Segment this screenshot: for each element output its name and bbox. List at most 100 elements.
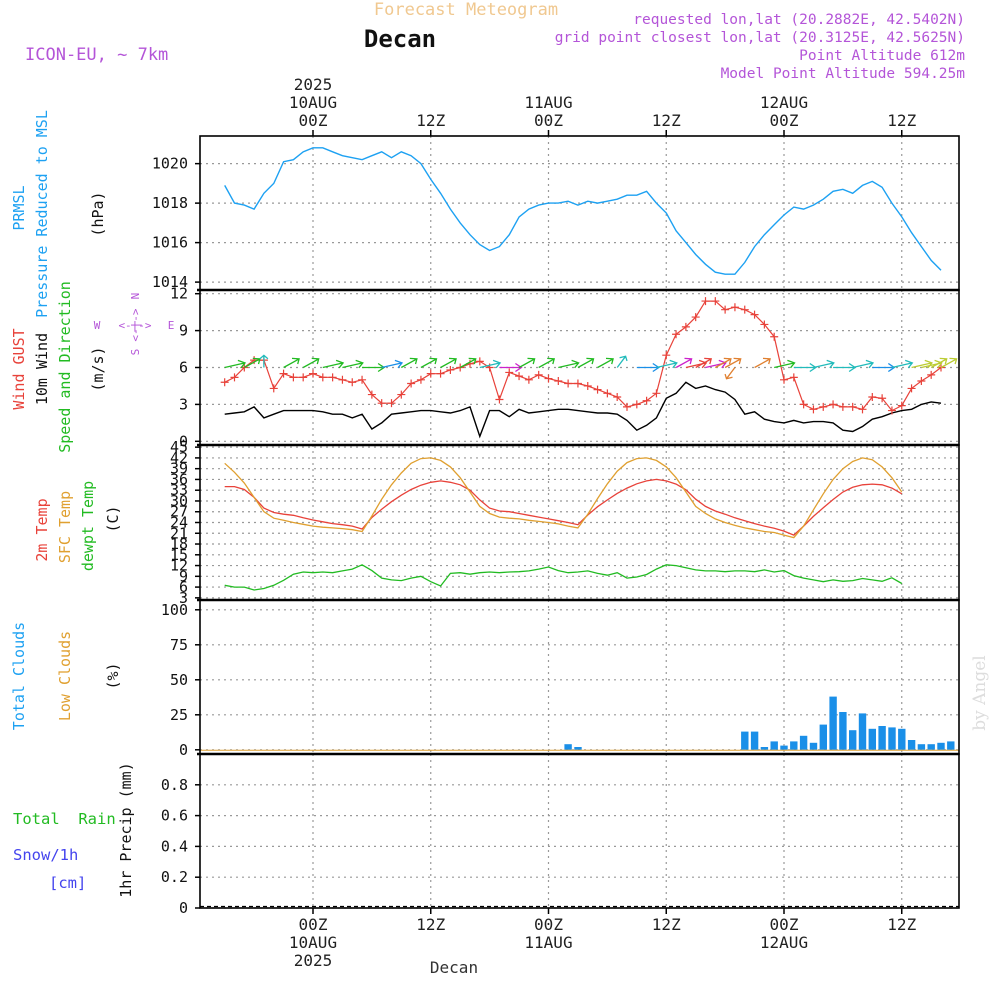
compass-e: E xyxy=(168,319,175,332)
wind-direction-arrow xyxy=(852,359,875,369)
cloud-bar xyxy=(917,744,926,750)
top-time-label: 11AUG xyxy=(524,93,572,112)
wind-direction-arrow xyxy=(259,354,269,368)
wind-direction-arrow xyxy=(577,357,595,369)
wind-direction-arrow xyxy=(381,359,404,369)
wind-gust-marker xyxy=(436,369,445,378)
wind-gust-marker xyxy=(642,396,651,405)
wind-gust-marker xyxy=(760,320,769,329)
compass-s: S xyxy=(129,349,142,356)
wind-panel: 0 3 6 9 12 xyxy=(170,285,960,450)
top-time-label: 10AUG xyxy=(289,93,337,112)
bottom-time-label: 12Z xyxy=(652,915,681,934)
bottom-time-label: 10AUG xyxy=(289,933,337,952)
grid-coords: grid point closest lon,lat (20.3125E, 42… xyxy=(555,30,965,46)
wind-gust-marker xyxy=(279,369,288,378)
bottom-time-label: 11AUG xyxy=(524,933,572,952)
cloud-bar xyxy=(907,740,916,750)
wind-direction-arrow xyxy=(724,367,736,380)
temp-ytick-label: 42 xyxy=(170,449,188,467)
bottom-time-label: 00Z xyxy=(534,915,563,934)
watermark: by Angel xyxy=(970,655,990,731)
cloud-bar xyxy=(799,735,808,750)
wind-gust-marker xyxy=(750,310,759,319)
wind-direction-arrow xyxy=(675,357,693,369)
wind-direction-arrow xyxy=(558,359,580,369)
wind-gust-marker xyxy=(730,303,739,312)
cloud-bar xyxy=(829,696,837,750)
wind-gust-marker xyxy=(721,305,730,314)
clouds-ytick-label: 0 xyxy=(179,741,188,759)
temp-ytick-label: 24 xyxy=(170,514,188,532)
wind-gust-marker xyxy=(397,390,406,399)
model-label: ICON-EU, ~ 7km xyxy=(25,45,168,65)
ms-unit-label: (m/s) xyxy=(89,346,107,391)
wind-gust-marker xyxy=(809,405,818,414)
wind-gust-marker xyxy=(613,393,622,402)
snow-unit-label: [cm] xyxy=(49,874,86,892)
temp-ytick-label: 9 xyxy=(179,567,188,585)
wind-gust-marker xyxy=(829,400,838,409)
wind-gust-marker xyxy=(848,402,857,411)
cloud-bar xyxy=(858,713,867,750)
wind-direction-arrow xyxy=(714,357,732,369)
cloud-bar xyxy=(750,731,759,750)
precip-ytick-label: 0.8 xyxy=(161,776,188,794)
compass-ns-axis: <-|-> xyxy=(129,308,142,341)
top-time-label: 12Z xyxy=(887,111,916,130)
wind-gust-marker xyxy=(878,394,887,403)
bottom-time-label: 12Z xyxy=(887,915,916,934)
cloud-bar xyxy=(564,744,572,750)
pressure-label: Pressure Reduced to MSL xyxy=(33,110,51,318)
total-clouds-label: Total Clouds xyxy=(10,622,28,730)
wind-gust-marker xyxy=(534,370,543,379)
precip-ytick-label: 0.4 xyxy=(161,837,188,855)
temp-ytick-label: 27 xyxy=(170,503,188,521)
clouds-ytick-label: 25 xyxy=(170,706,188,724)
top-time-label: 00Z xyxy=(770,111,799,130)
temp-ytick-label: 36 xyxy=(170,470,188,488)
precip-axis-label: 1hr Precip (mm) xyxy=(117,762,135,897)
wind-direction-arrow xyxy=(400,357,418,369)
cloud-bar xyxy=(868,728,876,750)
wind-gust-marker xyxy=(593,385,602,394)
wind-gust-marker xyxy=(927,370,936,379)
wind-gust-marker xyxy=(770,332,779,341)
wind-gust-marker xyxy=(456,363,465,372)
wind-gust-marker xyxy=(220,378,229,387)
wind-direction-arrow xyxy=(224,359,247,369)
chart-title: Forecast Meteogram xyxy=(374,0,558,20)
cloud-bar xyxy=(888,727,896,750)
wind-direction-arrow xyxy=(479,359,502,369)
wind-direction-arrow xyxy=(754,357,771,369)
bottom-time-label: 2025 xyxy=(294,951,333,970)
sfc-temp-label: SFC Temp xyxy=(56,491,74,563)
wind-gust-marker xyxy=(230,373,239,382)
sfc-temp-line xyxy=(224,457,903,539)
temp-ytick-label: 3 xyxy=(179,589,188,607)
wind-gust-marker xyxy=(780,375,788,384)
model-altitude: Model Point Altitude 594.25m xyxy=(721,66,966,82)
wind-gust-label: Wind GUST xyxy=(10,328,28,409)
wind-gust-marker xyxy=(632,400,641,409)
top-time-label: 00Z xyxy=(299,111,328,130)
precip-ytick-label: 0.6 xyxy=(161,807,188,825)
wind-direction-arrow xyxy=(302,357,320,369)
compass-rose: N S <-|-> W <-|-> E xyxy=(94,293,175,356)
wind-gust-marker xyxy=(475,357,484,366)
wind-gust-marker xyxy=(367,390,376,399)
wind-speed-line xyxy=(224,381,942,439)
wind-gust-marker xyxy=(672,330,681,339)
clouds-ytick-label: 100 xyxy=(161,601,188,619)
pressure-ytick-label: 1014 xyxy=(152,273,188,291)
cloud-bar xyxy=(741,731,749,750)
wind-gust-marker xyxy=(868,393,877,402)
wind-gust-marker xyxy=(554,377,563,386)
wind-gust-marker xyxy=(740,305,749,314)
compass-w: W xyxy=(94,319,101,332)
wind-gust-marker xyxy=(387,399,396,408)
temp-ytick-label: 15 xyxy=(170,546,188,564)
